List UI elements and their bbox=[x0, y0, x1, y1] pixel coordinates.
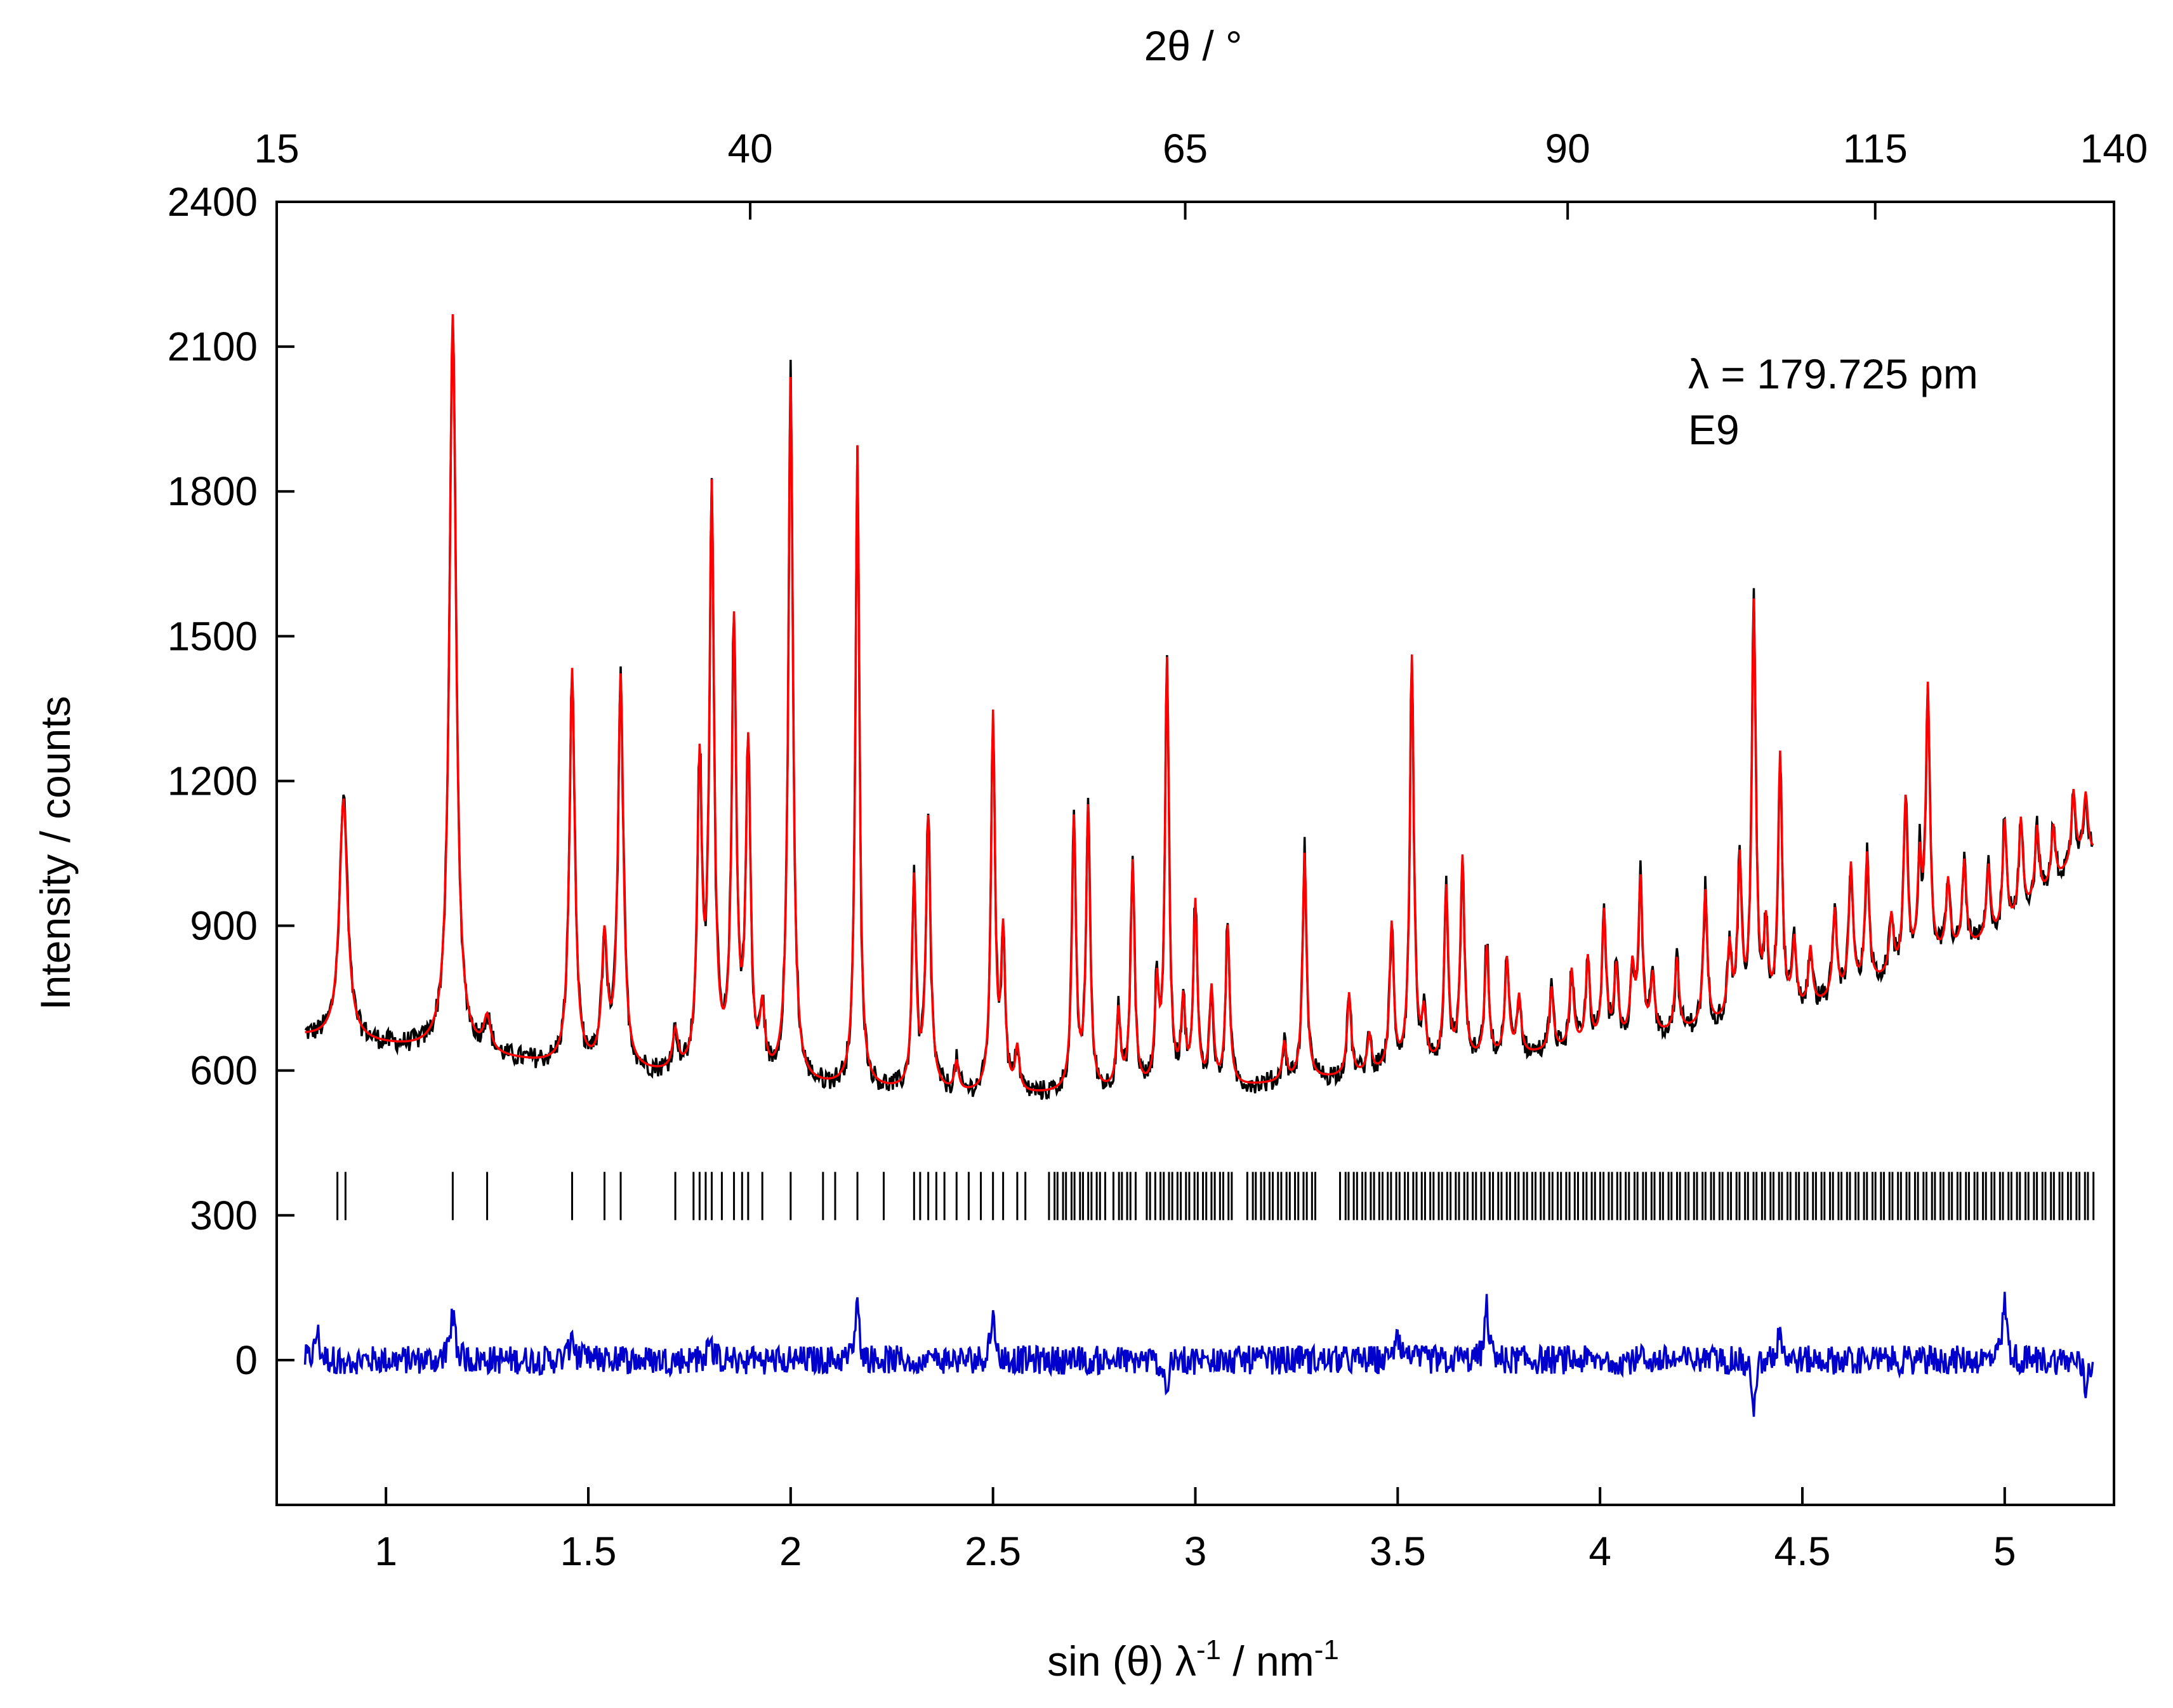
top-x-tick-label: 140 bbox=[2080, 126, 2148, 171]
y-tick-label: 900 bbox=[190, 903, 258, 949]
y-tick-label: 0 bbox=[235, 1337, 258, 1383]
x-tick-label: 3 bbox=[1184, 1528, 1207, 1574]
x-axis-title: sin (θ) λ-1 / nm-1 bbox=[1047, 1634, 1339, 1685]
top-x-ticks: 15 40 65 90 115 140 bbox=[254, 126, 2148, 220]
top-x-tick-label: 40 bbox=[727, 126, 772, 171]
series-difference-line bbox=[303, 1292, 2094, 1417]
top-x-tick-label: 115 bbox=[1843, 126, 1908, 171]
y-tick-label: 2400 bbox=[168, 179, 258, 225]
x-axis-title-sup1: -1 bbox=[1196, 1634, 1221, 1665]
x-tick-label: 3.5 bbox=[1370, 1528, 1426, 1574]
y-tick-label: 1500 bbox=[168, 613, 258, 659]
series-calculated-line bbox=[305, 314, 2094, 1092]
annotation-sample: E9 bbox=[1688, 406, 1740, 453]
top-x-axis-title: 2θ / ° bbox=[1144, 22, 1243, 69]
y-axis-title: Intensity / counts bbox=[32, 696, 79, 1010]
x-tick-label: 2 bbox=[779, 1528, 802, 1574]
top-x-tick-label: 65 bbox=[1163, 126, 1208, 171]
y-tick-label: 600 bbox=[190, 1048, 258, 1094]
annotation-wavelength: λ = 179.725 pm bbox=[1688, 350, 1978, 397]
x-tick-label: 1 bbox=[374, 1528, 397, 1574]
x-tick-label: 2.5 bbox=[965, 1528, 1021, 1574]
x-tick-label: 4 bbox=[1588, 1528, 1611, 1574]
x-axis-title-base: sin (θ) λ bbox=[1047, 1638, 1196, 1685]
x-axis-title-sup2: -1 bbox=[1314, 1634, 1339, 1665]
bragg-reflection-markers bbox=[336, 1172, 2095, 1221]
y-tick-label: 2100 bbox=[168, 324, 258, 369]
bottom-x-ticks: 1 1.5 2 2.5 3 3.5 4 4.5 5 bbox=[374, 1487, 2016, 1574]
x-tick-label: 4.5 bbox=[1774, 1528, 1831, 1574]
y-tick-label: 1800 bbox=[168, 468, 258, 514]
y-ticks: 0 300 600 900 1200 1500 1800 2100 2400 bbox=[168, 179, 294, 1383]
y-tick-label: 300 bbox=[190, 1193, 258, 1238]
top-x-tick-label: 15 bbox=[254, 126, 299, 171]
top-x-tick-label: 90 bbox=[1545, 126, 1590, 171]
x-tick-label: 5 bbox=[1993, 1528, 2016, 1574]
y-tick-label: 1200 bbox=[168, 758, 258, 804]
x-axis-title-mid: / nm bbox=[1221, 1638, 1314, 1685]
x-tick-label: 1.5 bbox=[560, 1528, 617, 1574]
